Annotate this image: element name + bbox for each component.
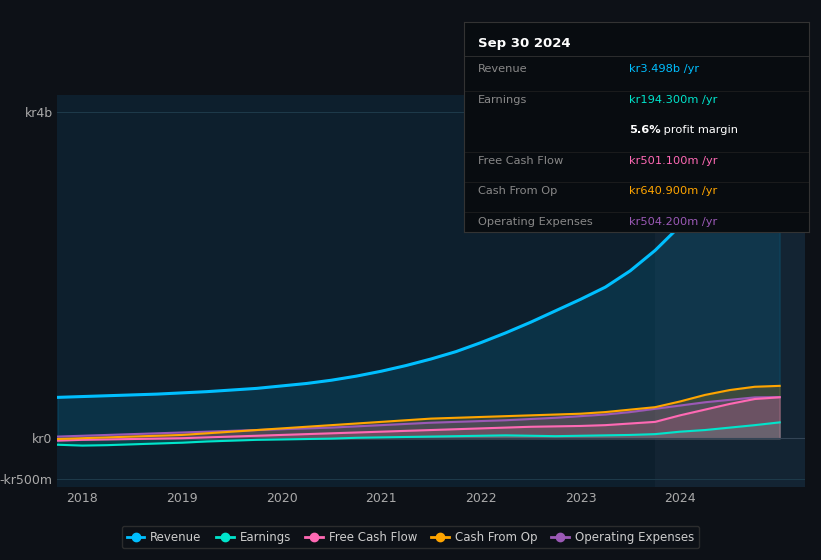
- Legend: Revenue, Earnings, Free Cash Flow, Cash From Op, Operating Expenses: Revenue, Earnings, Free Cash Flow, Cash …: [122, 526, 699, 548]
- Text: Cash From Op: Cash From Op: [478, 186, 557, 196]
- Text: Operating Expenses: Operating Expenses: [478, 217, 593, 227]
- Text: Earnings: Earnings: [478, 95, 527, 105]
- Bar: [655, 95, 805, 487]
- Text: kr501.100m /yr: kr501.100m /yr: [630, 156, 718, 166]
- Text: Sep 30 2024: Sep 30 2024: [478, 37, 571, 50]
- Text: kr194.300m /yr: kr194.300m /yr: [630, 95, 718, 105]
- Text: Revenue: Revenue: [478, 64, 527, 74]
- Text: 5.6%: 5.6%: [630, 125, 661, 136]
- Text: kr3.498b /yr: kr3.498b /yr: [630, 64, 699, 74]
- Text: Free Cash Flow: Free Cash Flow: [478, 156, 563, 166]
- Text: kr504.200m /yr: kr504.200m /yr: [630, 217, 718, 227]
- Text: kr640.900m /yr: kr640.900m /yr: [630, 186, 718, 196]
- Text: profit margin: profit margin: [660, 125, 738, 136]
